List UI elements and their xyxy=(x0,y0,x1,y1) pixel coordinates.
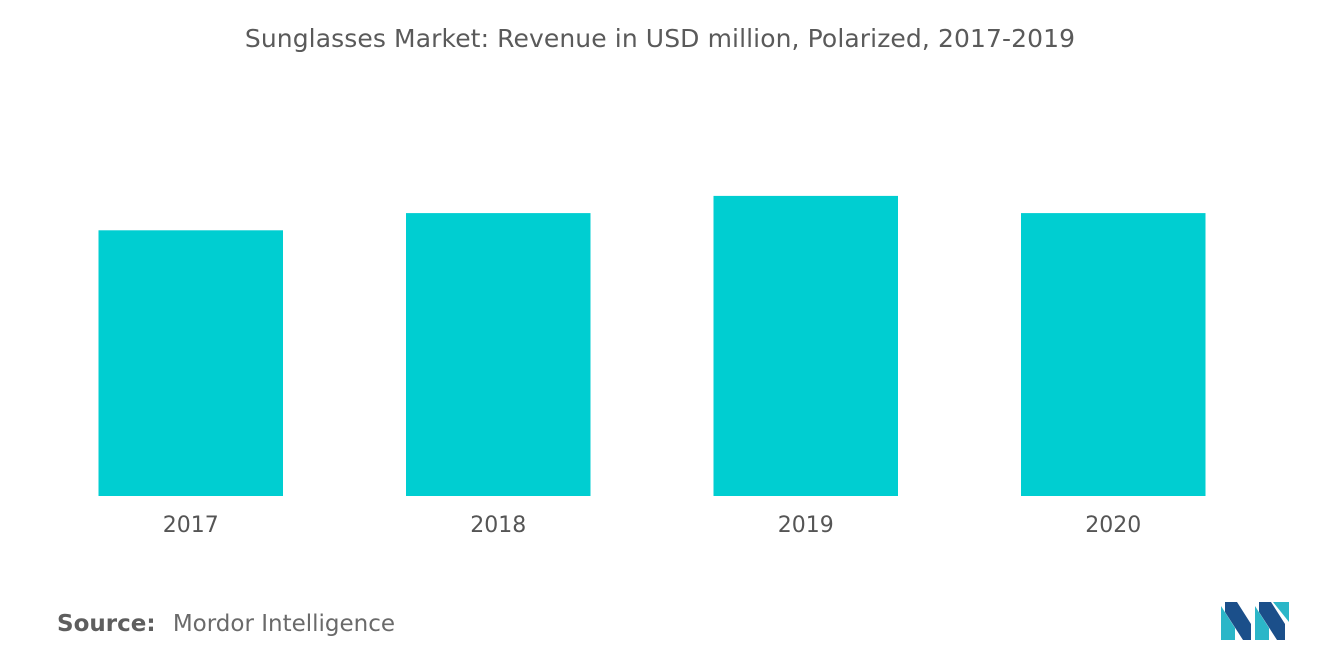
source-text: Mordor Intelligence xyxy=(172,611,396,637)
bars-group xyxy=(98,195,1206,497)
source-label: Source: xyxy=(57,611,156,637)
bar-2018 xyxy=(406,213,591,496)
x-tick-label-2018: 2018 xyxy=(470,513,526,538)
x-tick-label-2019: 2019 xyxy=(778,513,834,538)
bar-chart: 2017 2018 2019 2020 xyxy=(98,195,1206,538)
chart-title: Sunglasses Market: Revenue in USD millio… xyxy=(244,24,1076,53)
x-tick-label-2017: 2017 xyxy=(163,513,219,538)
bar-2020 xyxy=(1021,213,1206,496)
bar-2019 xyxy=(713,195,898,496)
bar-2017 xyxy=(98,230,283,497)
x-tick-labels: 2017 2018 2019 2020 xyxy=(163,513,1142,538)
mordor-intelligence-logo-icon xyxy=(1221,602,1289,640)
source-note: Source: Mordor Intelligence xyxy=(57,611,395,637)
x-tick-label-2020: 2020 xyxy=(1085,513,1141,538)
